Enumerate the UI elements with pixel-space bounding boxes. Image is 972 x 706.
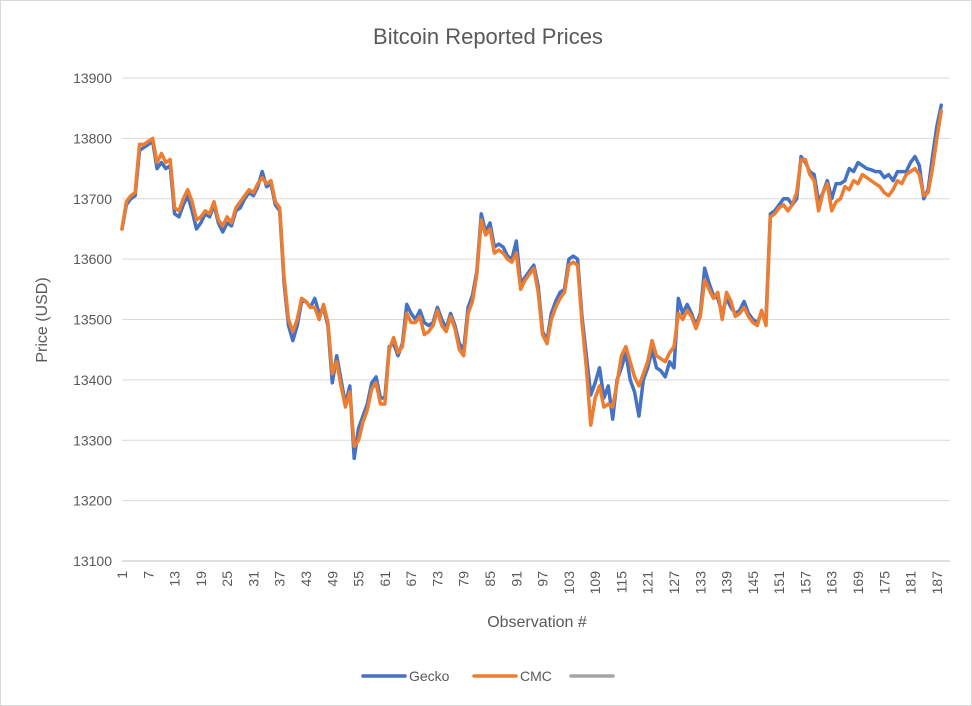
series-line-cmc — [120, 109, 943, 449]
x-tick-label: 187 — [929, 571, 945, 595]
x-tick-label: 139 — [719, 571, 735, 595]
x-tick-label: 43 — [298, 571, 314, 587]
x-tick-label: 19 — [193, 571, 209, 587]
x-tick-label: 91 — [508, 571, 524, 587]
x-tick-label: 7 — [140, 571, 156, 579]
x-tick-label: 1 — [114, 571, 130, 579]
x-tick-label: 163 — [824, 571, 840, 595]
y-tick-label: 13500 — [73, 312, 112, 328]
y-tick-label: 13100 — [73, 553, 112, 569]
x-tick-label: 145 — [745, 571, 761, 595]
x-tick-label: 169 — [850, 571, 866, 595]
x-tick-label: 103 — [561, 571, 577, 595]
x-tick-label: 127 — [666, 571, 682, 595]
x-tick-label: 55 — [351, 571, 367, 587]
y-axis-ticks: 13100 13200 13300 13400 13500 13600 13700 13800… — [73, 70, 112, 569]
x-tick-label: 133 — [692, 571, 708, 595]
y-tick-label: 13400 — [73, 372, 112, 388]
series-line-gecko — [120, 103, 943, 461]
x-tick-label: 13 — [167, 571, 183, 587]
y-tick-label: 13900 — [73, 70, 112, 86]
x-tick-label: 109 — [587, 571, 603, 595]
x-tick-label: 67 — [403, 571, 419, 587]
x-tick-label: 157 — [797, 571, 813, 595]
x-tick-label: 97 — [535, 571, 551, 587]
x-tick-label: 73 — [429, 571, 445, 587]
y-tick-label: 13800 — [73, 130, 112, 146]
y-tick-label: 13300 — [73, 432, 112, 448]
x-tick-label: 115 — [613, 571, 629, 594]
legend-label: CMC — [520, 668, 552, 684]
x-tick-label: 121 — [640, 571, 656, 595]
x-tick-label: 61 — [377, 571, 393, 587]
legend: Gecko CMC — [361, 668, 615, 684]
x-tick-label: 37 — [272, 571, 288, 587]
x-axis-label: Observation # — [487, 614, 587, 631]
gridlines — [122, 77, 950, 502]
x-tick-label: 31 — [245, 571, 261, 587]
y-axis-label: Price (USD) — [34, 277, 51, 362]
x-tick-label: 181 — [903, 571, 919, 595]
legend-label: Gecko — [409, 668, 450, 684]
chart-title: Bitcoin Reported Prices — [373, 24, 603, 49]
x-tick-label: 79 — [456, 571, 472, 587]
series-lines — [120, 103, 943, 461]
x-tick-label: 25 — [219, 571, 235, 587]
x-tick-label: 151 — [771, 571, 787, 595]
y-tick-label: 13700 — [73, 191, 112, 207]
y-tick-label: 13200 — [73, 493, 112, 509]
x-tick-label: 49 — [324, 571, 340, 587]
x-axis-ticks: 1 7 13 19 25 31 37 43 49 55 61 67 73 79 85 91 97 103 109 11… — [114, 571, 945, 595]
x-tick-label: 175 — [876, 571, 892, 595]
y-tick-label: 13600 — [73, 251, 112, 267]
x-tick-label: 85 — [482, 571, 498, 587]
